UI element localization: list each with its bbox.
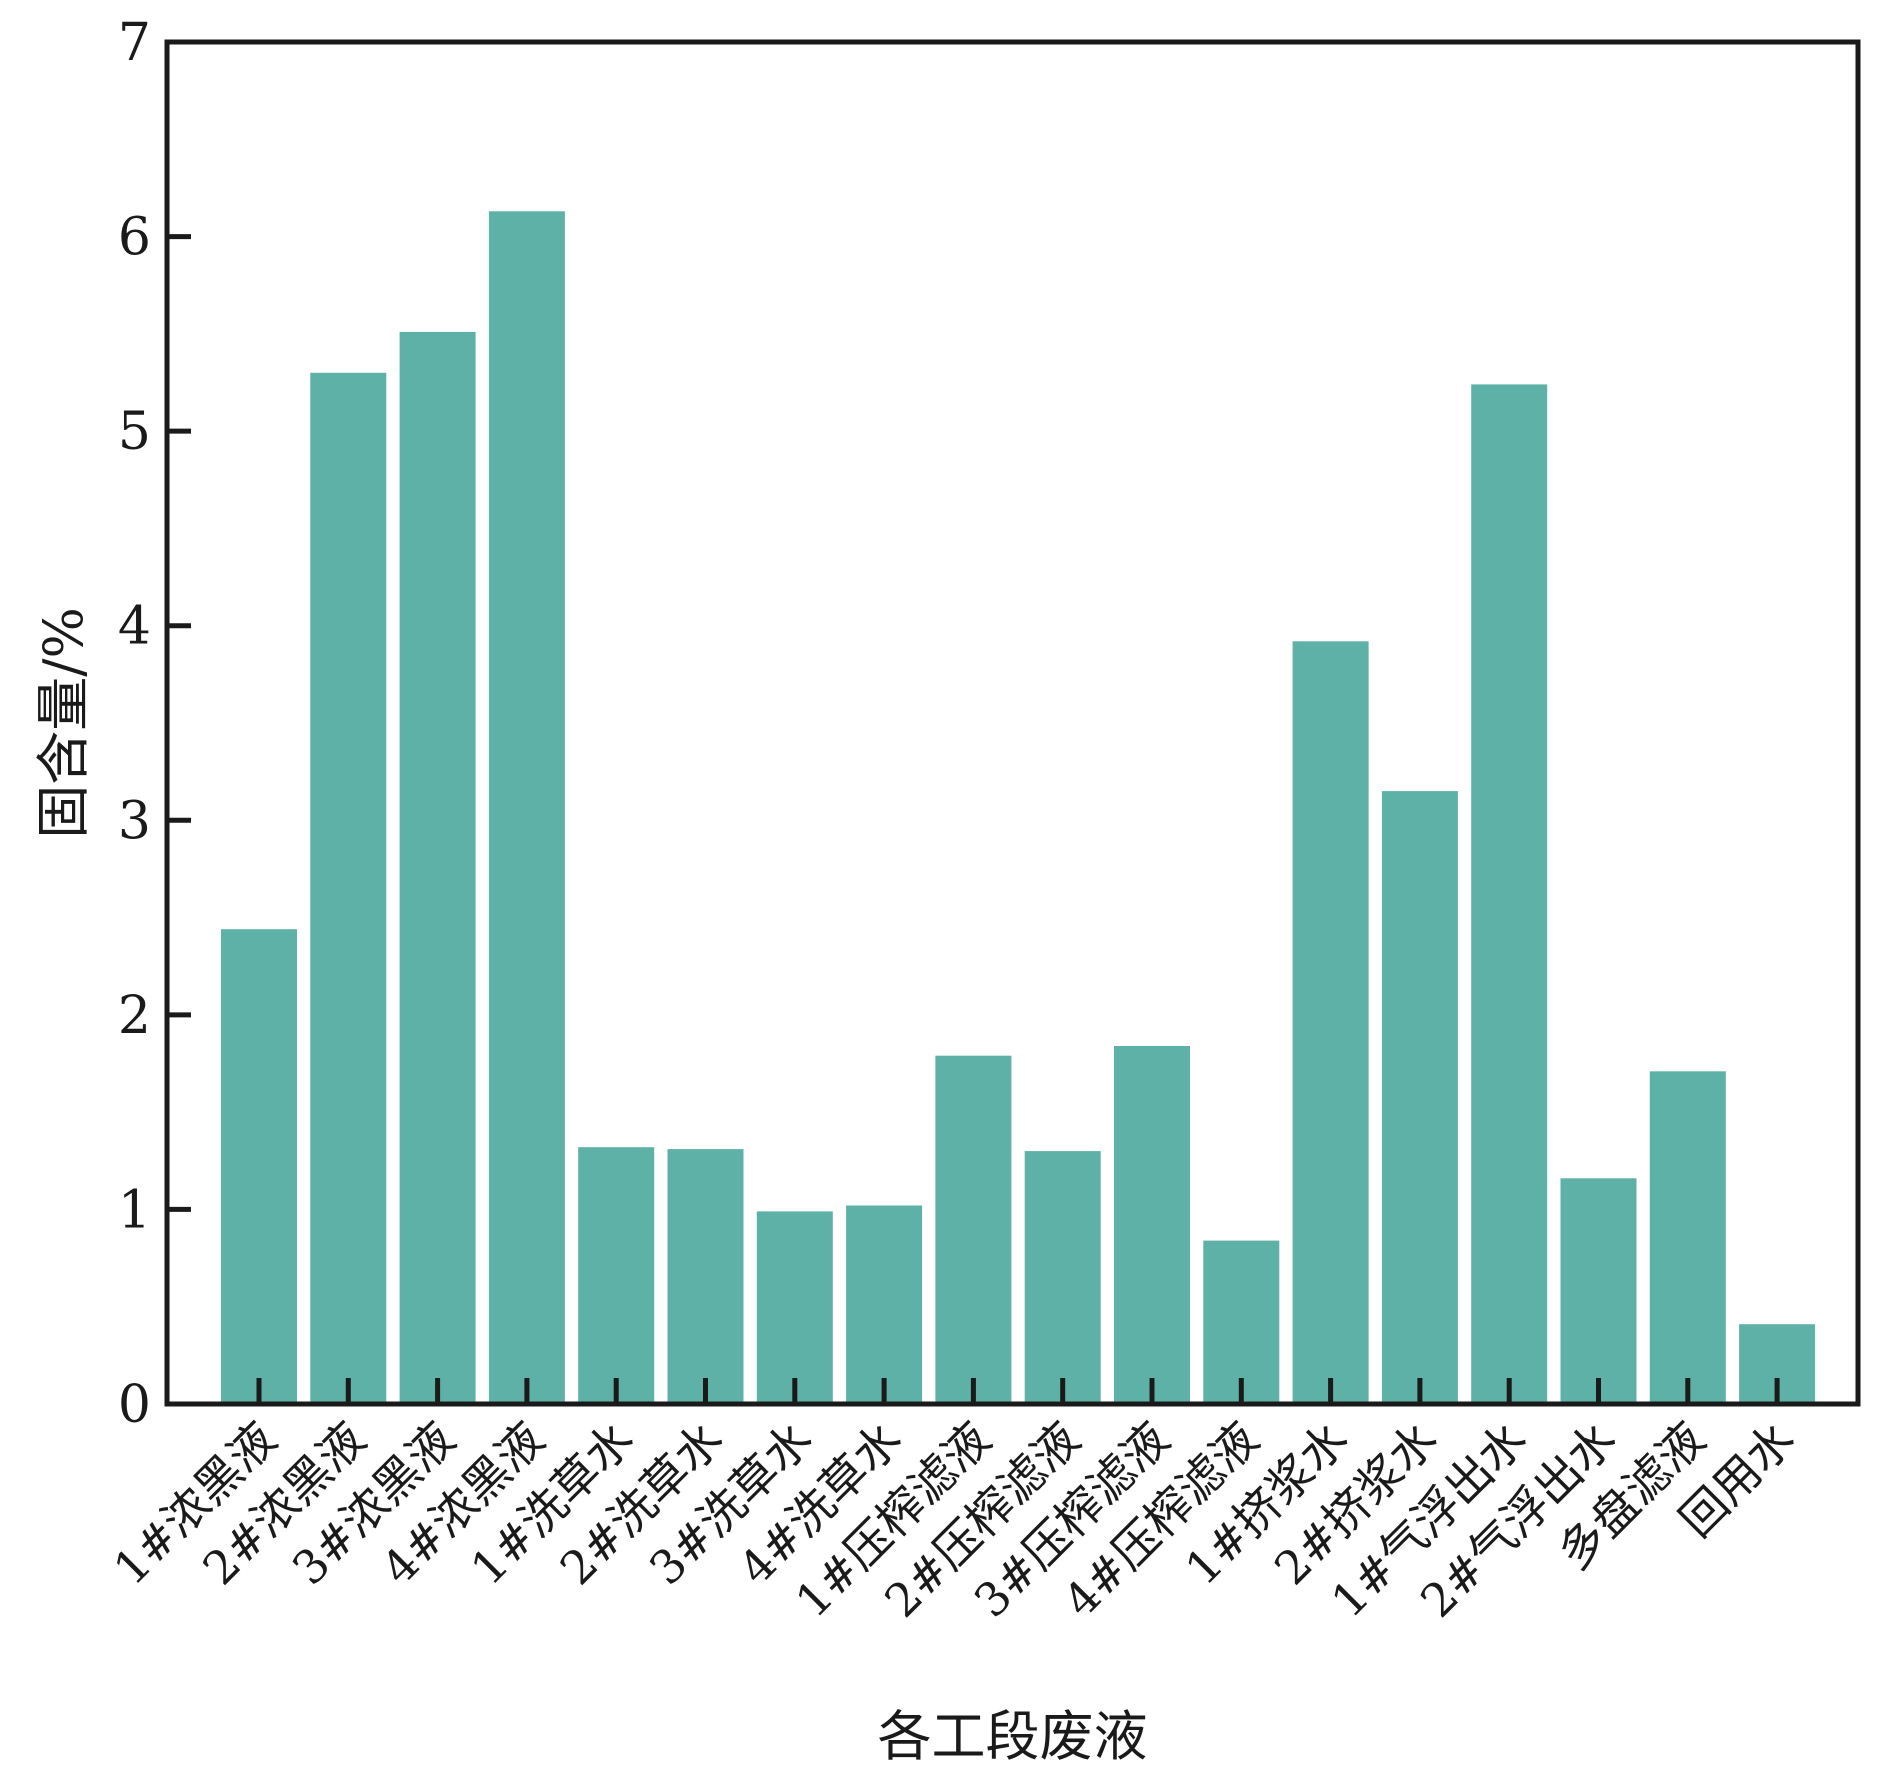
bar-14 <box>1381 791 1458 1404</box>
bar-3 <box>399 331 476 1404</box>
y-ticks-group: 0 1 2 3 4 5 6 7 <box>118 13 191 1435</box>
y-axis-title: 固含量/% <box>32 607 95 839</box>
x-axis-title: 各工段废液 <box>878 1705 1148 1768</box>
bar-4 <box>488 211 565 1404</box>
y-tick-label-3: 3 <box>118 791 151 851</box>
y-tick-label-1: 1 <box>118 1180 151 1240</box>
plot-frame <box>164 39 1861 1407</box>
bar-10 <box>1024 1151 1101 1404</box>
bar-2 <box>310 372 387 1404</box>
bar-6 <box>667 1149 744 1404</box>
bar-15 <box>1471 384 1548 1404</box>
bar-9 <box>935 1055 1012 1404</box>
bar-7 <box>756 1211 833 1404</box>
bars-group <box>221 211 1816 1404</box>
bar-8 <box>846 1205 923 1404</box>
bar-16 <box>1560 1178 1637 1404</box>
bar-5 <box>578 1147 655 1404</box>
x-ticks-group <box>256 1378 1780 1404</box>
y-tick-label-2: 2 <box>118 986 151 1046</box>
bar-1 <box>221 929 297 1404</box>
bar-11 <box>1114 1046 1190 1404</box>
y-tick-label-6: 6 <box>118 208 151 268</box>
y-tick-label-4: 4 <box>118 597 151 657</box>
bar-13 <box>1292 641 1369 1404</box>
bar-12 <box>1203 1240 1280 1404</box>
x-tick-labels-group: 1#浓黑液2#浓黑液3#浓黑液4#浓黑液1#洗草水2#洗草水3#洗草水4#洗草水… <box>103 1412 1805 1628</box>
bar-17 <box>1649 1071 1726 1404</box>
y-tick-label-5: 5 <box>118 402 151 462</box>
y-tick-label-0: 0 <box>118 1375 151 1435</box>
y-tick-label-7: 7 <box>118 13 151 73</box>
